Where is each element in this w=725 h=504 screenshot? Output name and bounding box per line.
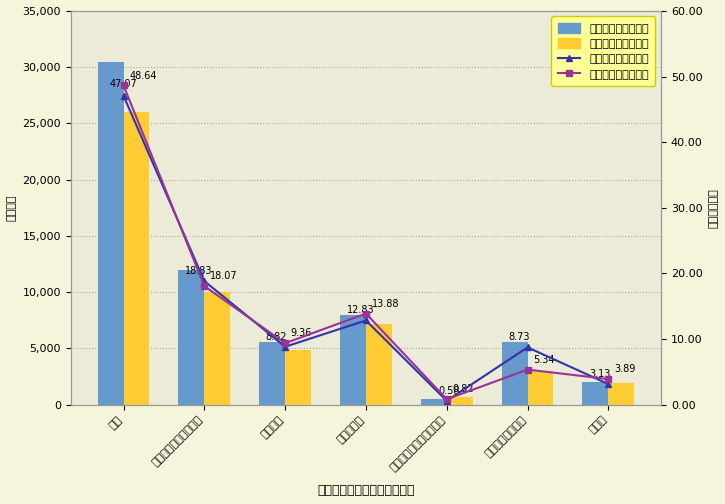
X-axis label: 農産物の売上１位の出荷先別: 農産物の売上１位の出荷先別	[318, 484, 415, 497]
Text: 0.58: 0.58	[439, 386, 460, 396]
Bar	[178, 270, 204, 405]
Bar	[204, 292, 231, 405]
Text: 13.88: 13.88	[371, 298, 399, 308]
Bar	[366, 324, 392, 405]
構成比　平成２２年	[442, 398, 451, 404]
Bar	[98, 61, 123, 405]
Text: 5.34: 5.34	[533, 355, 555, 364]
構成比　平成２７年	[442, 396, 451, 402]
構成比　平成２２年	[362, 318, 370, 324]
Bar	[123, 112, 149, 405]
構成比　平成２７年	[523, 366, 532, 372]
Text: 47.07: 47.07	[109, 80, 138, 89]
Bar	[340, 314, 366, 405]
Bar	[502, 342, 528, 405]
Text: 48.64: 48.64	[129, 71, 157, 81]
Text: 18.83: 18.83	[185, 266, 212, 276]
Bar	[608, 383, 634, 405]
Bar	[260, 342, 285, 405]
Y-axis label: 経営体数: 経営体数	[7, 195, 17, 221]
Bar	[285, 349, 311, 405]
構成比　平成２２年	[281, 344, 289, 350]
Bar	[447, 397, 473, 405]
構成比　平成２７年	[119, 83, 128, 89]
Text: 12.83: 12.83	[347, 305, 374, 316]
Y-axis label: 構成比（％）: 構成比（％）	[708, 188, 718, 228]
Bar	[421, 399, 447, 405]
構成比　平成２２年	[200, 278, 209, 284]
Legend: 実　数　平成２２年, 実　数　平成２７年, 構成比　平成２２年, 構成比　平成２７年: 実 数 平成２２年, 実 数 平成２７年, 構成比 平成２２年, 構成比 平成２…	[552, 17, 655, 86]
構成比　平成２２年	[119, 93, 128, 99]
構成比　平成２７年	[604, 376, 613, 382]
Text: 8.73: 8.73	[508, 333, 529, 342]
Text: 0.82: 0.82	[452, 384, 474, 394]
Text: 3.13: 3.13	[589, 369, 610, 379]
構成比　平成２７年	[281, 340, 289, 346]
構成比　平成２７年	[362, 310, 370, 317]
Bar	[582, 382, 608, 405]
Line: 構成比　平成２２年: 構成比 平成２２年	[120, 92, 612, 404]
Text: 18.07: 18.07	[210, 271, 238, 281]
構成比　平成２２年	[604, 381, 613, 387]
構成比　平成２２年	[523, 344, 532, 350]
Bar	[528, 371, 553, 405]
構成比　平成２７年	[200, 283, 209, 289]
Text: 3.89: 3.89	[614, 364, 635, 374]
Line: 構成比　平成２７年: 構成比 平成２７年	[120, 82, 612, 403]
Text: 8.82: 8.82	[265, 332, 287, 342]
Text: 9.36: 9.36	[291, 328, 312, 338]
